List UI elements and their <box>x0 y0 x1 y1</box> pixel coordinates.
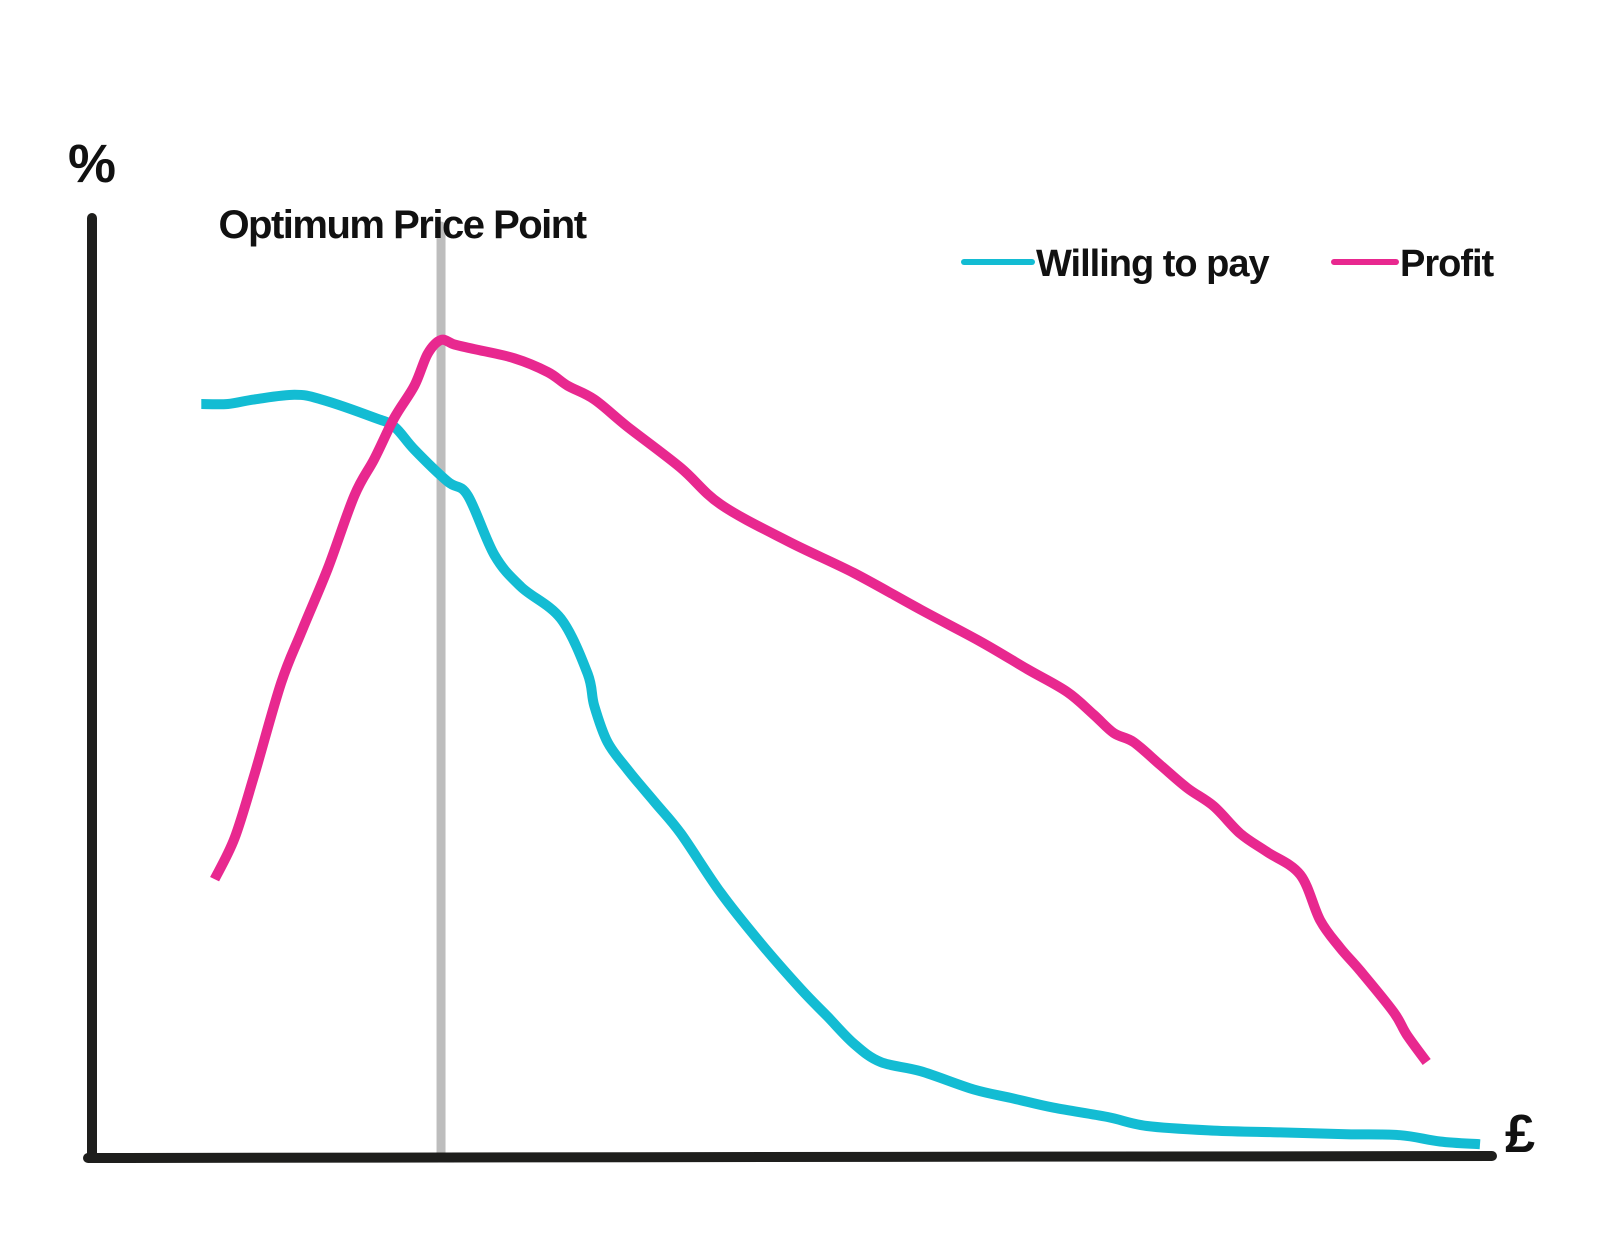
chart-text: % £ Optimum Price Point <box>68 134 1535 1164</box>
x-axis-line <box>83 1151 1497 1163</box>
y-axis-label: % <box>68 134 116 194</box>
plot-area <box>83 213 1497 1163</box>
x-axis-label: £ <box>1505 1104 1535 1164</box>
legend: Willing to pay Profit <box>961 243 1496 285</box>
series-line-willing-to-pay <box>201 389 1481 1150</box>
legend-label-willing-to-pay: Willing to pay <box>1036 243 1270 285</box>
series-line-profit <box>210 334 1431 1065</box>
legend-label-profit: Profit <box>1400 243 1495 285</box>
optimum-price-annotation-label: Optimum Price Point <box>218 203 586 247</box>
